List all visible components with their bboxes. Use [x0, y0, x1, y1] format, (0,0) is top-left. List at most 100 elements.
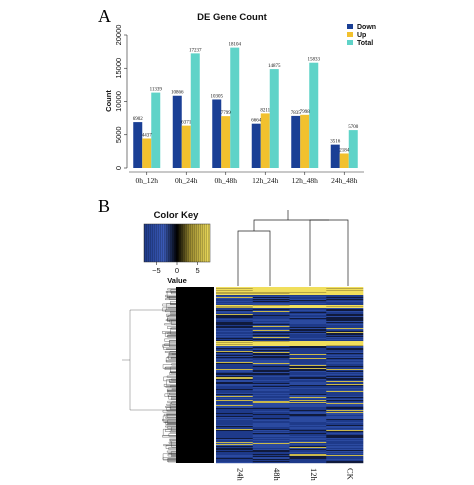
heatmap-cell [289, 461, 327, 463]
heatmap-cell [216, 365, 254, 367]
dendrogram-branch [166, 450, 176, 453]
heatmap-cell [252, 312, 290, 314]
heatmap-cell [252, 352, 290, 354]
heatmap-cell [326, 327, 364, 329]
dendrogram-branch [166, 296, 176, 298]
heatmap-cell [289, 447, 327, 449]
heatmap-cell [252, 344, 290, 346]
legend-label-down: Down [357, 24, 376, 31]
heatmap-cell [252, 345, 290, 347]
heatmap-cell [326, 332, 364, 334]
heatmap-cell [216, 290, 254, 292]
dendrogram-branch [166, 423, 176, 426]
heatmap-cell [289, 352, 327, 354]
heatmap-cell [289, 374, 327, 376]
heatmap-cell [326, 325, 364, 327]
heatmap-cell [326, 354, 364, 356]
dendrogram-branch [171, 327, 176, 330]
heatmap-cell [289, 396, 327, 398]
heatmap-cell [289, 434, 327, 436]
heatmap-cell [289, 377, 327, 379]
heatmap-cell [216, 396, 254, 398]
heatmap-cell [289, 432, 327, 434]
heatmap-cell [326, 408, 364, 410]
heatmap-cell [252, 363, 290, 365]
heatmap-cell [216, 399, 254, 401]
column-label-12h: 12h [309, 468, 319, 482]
heatmap-cell [289, 370, 327, 372]
heatmap-cell [216, 306, 254, 308]
heatmap-cell [216, 388, 254, 390]
dendrogram-branch [171, 363, 176, 366]
dendrogram-branch [166, 375, 176, 378]
heatmap-cell [216, 334, 254, 336]
heatmap-cell [252, 369, 290, 371]
heatmap-cell [252, 420, 290, 422]
heatmap-cell [252, 445, 290, 447]
heatmap-cell [326, 433, 364, 435]
heatmap-cell [252, 428, 290, 430]
heatmap-cell [326, 356, 364, 358]
heatmap-cell [289, 293, 327, 295]
heatmap-cell [326, 344, 364, 346]
heatmap-cell [326, 374, 364, 376]
heatmap-cell [216, 358, 254, 360]
heatmap-cell [326, 341, 364, 343]
heatmap-cell [289, 349, 327, 351]
dendrogram-branch [163, 345, 176, 350]
heatmap-cell [326, 377, 364, 379]
heatmap-cell [252, 448, 290, 450]
heatmap-cell [216, 355, 254, 357]
heatmap-cell [216, 353, 254, 355]
heatmap-cell [326, 309, 364, 311]
heatmap-cell [326, 328, 364, 330]
heatmap-cell [289, 338, 327, 340]
heatmap-cell [216, 294, 254, 296]
heatmap-cell [252, 321, 290, 323]
heatmap-cell [326, 365, 364, 367]
dendrogram-branch [164, 323, 176, 326]
heatmap-cell [289, 345, 327, 347]
heatmap-cell [326, 294, 364, 296]
heatmap-cell [289, 411, 327, 413]
heatmap-cell [289, 405, 327, 407]
heatmap-cell [289, 423, 327, 425]
bar-0h_12h-total [151, 92, 161, 168]
heatmap-cell [326, 382, 364, 384]
heatmap-cell [326, 293, 364, 295]
heatmap-cell [326, 404, 364, 406]
heatmap-cell [252, 396, 290, 398]
bar-0h_48h-total [230, 47, 240, 168]
heatmap-cell [289, 430, 327, 432]
heatmap-cell [289, 429, 327, 431]
heatmap-cell [216, 423, 254, 425]
heatmap-cell [326, 324, 364, 326]
color-key-tick-label: −5 [152, 266, 161, 275]
heatmap-cell [326, 435, 364, 437]
heatmap-cell [326, 360, 364, 362]
heatmap-cell [252, 390, 290, 392]
heatmap-cell [289, 436, 327, 438]
heatmap-cell [252, 406, 290, 408]
heatmap-cell [216, 341, 254, 343]
heatmap-cell [216, 343, 254, 345]
heatmap-cell [216, 289, 254, 291]
heatmap-cell [216, 342, 254, 344]
heatmap-cell [216, 311, 254, 313]
heatmap-cell [252, 381, 290, 383]
heatmap-cell [289, 372, 327, 374]
heatmap-cell [289, 332, 327, 334]
heatmap-cell [216, 434, 254, 436]
heatmap-cell [289, 303, 327, 305]
heatmap-cell [252, 394, 290, 396]
chart-axes: 0 5000 10000 15000 20000 0h_12h 0h_24h 0h_48h 12… [114, 25, 364, 185]
heatmap-cell [326, 358, 364, 360]
bar-0h_12h-down [133, 122, 143, 168]
heatmap-cell [216, 430, 254, 432]
heatmap-cell [216, 364, 254, 366]
heatmap-cell [326, 361, 364, 363]
heatmap-cell [216, 438, 254, 440]
heatmap-cell [289, 381, 327, 383]
heatmap-cell [326, 370, 364, 372]
heatmap-cell [252, 427, 290, 429]
